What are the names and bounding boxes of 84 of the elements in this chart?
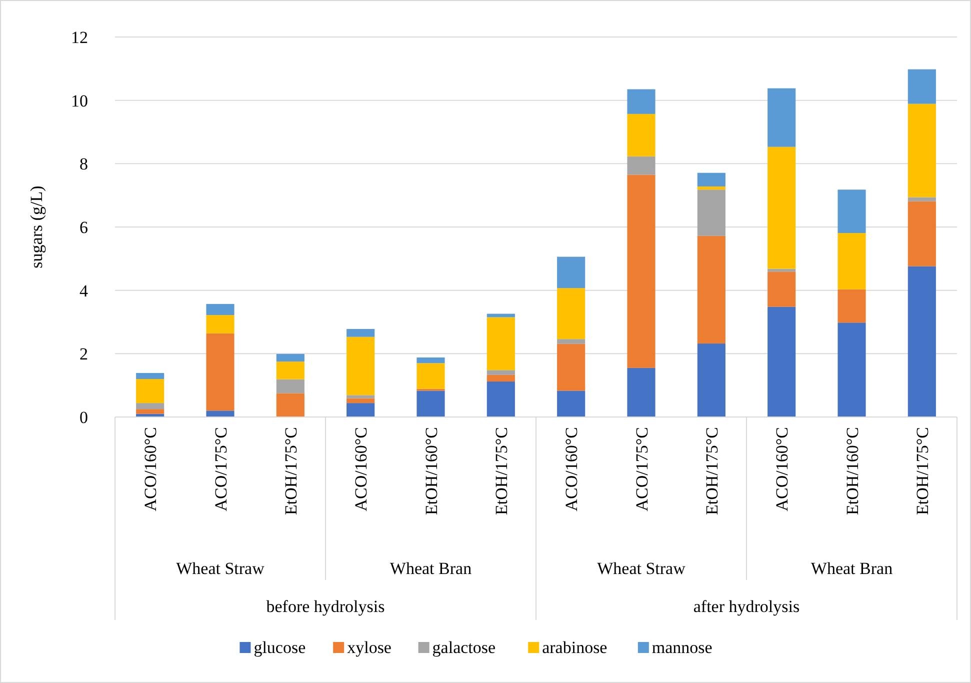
bar [908, 69, 936, 104]
bar [697, 344, 726, 417]
bar [697, 186, 726, 190]
legend-label: arabinose [542, 638, 608, 657]
bar [838, 322, 866, 417]
bar [486, 382, 515, 417]
x-tick-label: EtOH/160°C [422, 427, 441, 516]
bar [697, 236, 726, 344]
bar [627, 368, 656, 417]
legend-label: galactose [432, 638, 496, 657]
bar [557, 256, 586, 288]
bar [627, 89, 656, 114]
bar [768, 88, 796, 147]
bar [557, 339, 586, 344]
bar [206, 410, 234, 417]
bar [276, 354, 304, 362]
y-tick-label: 4 [80, 281, 88, 300]
bar [206, 304, 234, 316]
text: Wheat Bran [810, 559, 894, 578]
bar [416, 390, 445, 417]
bar [136, 409, 164, 414]
x-tick-label: ACO/175°C [632, 427, 652, 512]
legend-label: mannose [652, 638, 712, 657]
bar [557, 390, 586, 417]
text: Wheat Straw [597, 559, 686, 578]
text: after hydrolysis [693, 597, 800, 616]
y-axis-title: sugars (g/L) [27, 186, 46, 268]
bar [486, 314, 515, 318]
x-tick-label: EtOH/175°C [492, 427, 511, 516]
bar [908, 201, 936, 266]
bar [557, 344, 586, 391]
legend-label: xylose [347, 638, 392, 657]
bar [346, 328, 375, 337]
bar [346, 398, 375, 404]
bar [486, 370, 515, 375]
bar [346, 403, 375, 417]
y-tick-label: 6 [80, 218, 88, 237]
bar [557, 288, 586, 340]
text: before hydrolysis [266, 597, 385, 616]
bar [416, 363, 445, 389]
bar [768, 306, 796, 417]
bar [136, 403, 164, 410]
bar [838, 289, 866, 323]
bar [768, 272, 796, 307]
x-tick-label: EtOH/175°C [281, 427, 300, 516]
bar [697, 172, 726, 186]
y-tick-label: 2 [80, 344, 88, 364]
x-tick-label: EtOH/175°C [912, 427, 932, 516]
bar [627, 156, 656, 175]
x-tick-label: ACO/160°C [141, 427, 160, 512]
bar [486, 374, 515, 382]
bar [346, 336, 375, 396]
x-tick-label: EtOH/175°C [702, 427, 722, 516]
bar [206, 333, 234, 411]
bar [486, 317, 515, 370]
x-tick-label: ACO/160°C [772, 427, 792, 512]
bar [768, 146, 796, 269]
bar [627, 174, 656, 368]
bar [136, 379, 164, 404]
bar [136, 372, 164, 379]
bar [276, 393, 304, 417]
bar [838, 190, 866, 234]
bar [697, 190, 726, 236]
x-tick-label: ACO/160°C [352, 427, 371, 512]
text: Wheat Straw [176, 559, 266, 578]
bar [908, 104, 936, 198]
bar [838, 233, 866, 290]
bar [908, 197, 936, 202]
bar [206, 315, 234, 334]
x-tick-label: EtOH/160°C [842, 427, 862, 516]
y-tick-label: 8 [80, 154, 88, 174]
bar [346, 395, 375, 398]
bar [416, 357, 445, 364]
bar [276, 379, 304, 394]
y-tick-label: 10 [71, 91, 88, 110]
x-tick-label: ACO/175°C [211, 427, 230, 512]
bar [627, 114, 656, 156]
bar [908, 266, 936, 417]
legend-label: glucose [254, 638, 306, 657]
bar [276, 362, 304, 380]
x-tick-label: ACO/160°C [562, 427, 582, 512]
y-tick-label: 0 [80, 408, 88, 427]
text: Wheat Bran [390, 559, 472, 578]
y-tick-label: 12 [71, 28, 88, 47]
